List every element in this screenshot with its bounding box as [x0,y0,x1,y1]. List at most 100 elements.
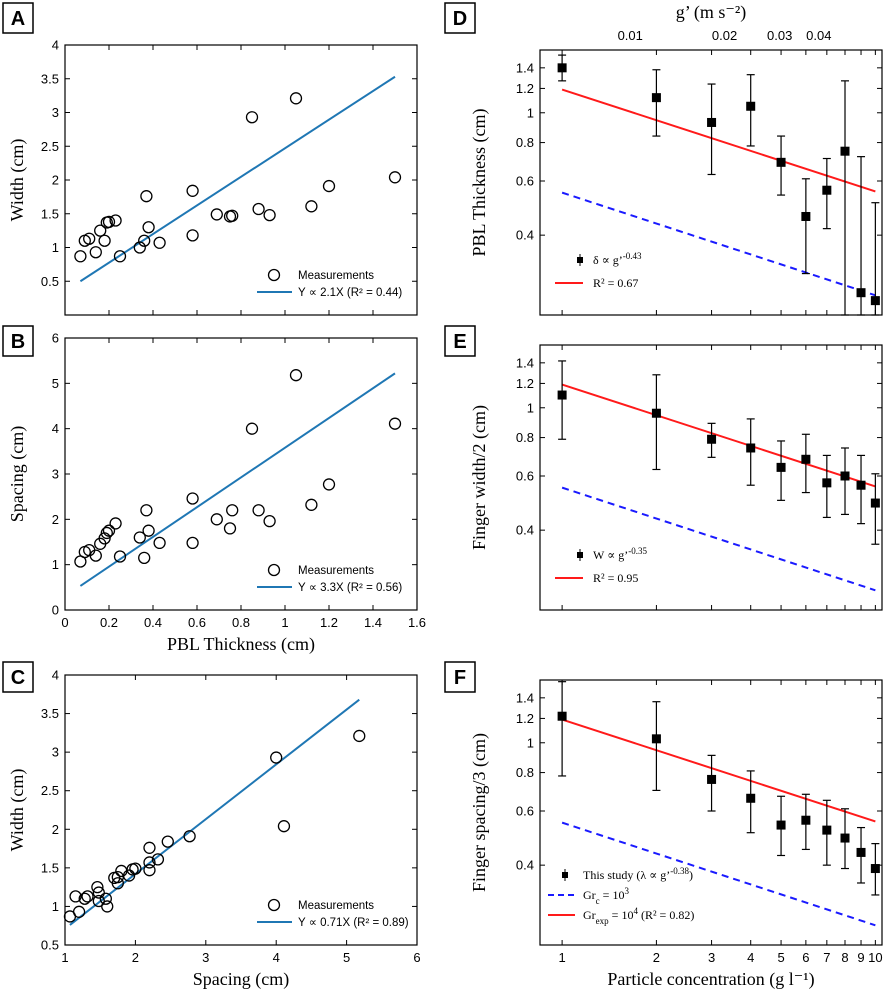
svg-text:F: F [454,667,466,689]
legend-marker [267,563,281,577]
y-tick-label: 1 [52,899,59,914]
data-point [226,504,239,517]
x-axis-label: Spacing (cm) [193,969,289,990]
data-point [143,864,156,877]
chart-panel-a: 0.5 1 1.5 2 2.5 3 3.5 4 Width (cm) Measurements Y … [7,38,418,316]
data-point [151,853,165,866]
data-point [226,209,239,222]
plot-area-frame [64,674,418,946]
panel-letter-a: A [2,2,34,34]
legend-marker-label: Measurements [298,270,374,282]
x-tick-label: 1.6 [408,615,426,630]
legend-line-label: Grexp = 104 (R² = 0.82) [583,906,694,926]
data-point [101,900,114,913]
fit-line [69,698,360,926]
x-tick-label: 7 [823,950,830,965]
data-point [245,422,259,435]
data-point [801,815,811,825]
legend-marker [577,257,583,263]
data-point [263,208,276,222]
data-point [289,92,303,105]
data-point [210,208,223,221]
y-tick-label: 1.4 [516,355,534,370]
data-point [74,250,87,263]
y-tick-label: 1 [52,557,59,572]
top-tick-label: 0.03 [767,28,792,43]
y-tick-label: 0.5 [41,274,59,289]
y-tick-label: 0.6 [516,173,534,188]
data-point [89,246,102,259]
legend-marker [267,898,281,912]
y-tick-label: 0.6 [516,803,534,818]
data-point [78,892,91,905]
y-tick-label: 1 [527,105,534,120]
x-tick-label: 5 [777,950,784,965]
y-tick-label: 0.4 [516,858,534,873]
data-point [289,369,303,382]
x-tick-label: 1 [558,950,565,965]
svg-text:D: D [453,8,467,30]
legend-marker-exponent: -0.35 [628,546,647,556]
data-point [142,221,155,234]
data-point [388,417,402,430]
y-axis-label: Finger width/2 (cm) [469,405,490,550]
legend-marker-end: ) [689,868,693,882]
x-tick-label: 0.2 [100,615,118,630]
svg-text:B: B [11,331,25,353]
panel-letter-f: F [444,661,476,693]
data-point [102,215,116,229]
y-tick-label: 6 [52,331,59,346]
legend-line-eq: = 10 [609,908,634,922]
data-point [99,892,112,905]
data-point [856,480,866,490]
data-point [776,462,786,472]
x-tick-label: 3 [708,950,715,965]
legend-line-text: Gr [583,908,596,922]
svg-text:C: C [11,667,25,689]
legend-gr-text: Gr [583,888,596,902]
data-point [91,880,104,894]
x-tick-label: 1.4 [364,615,382,630]
data-point [183,830,196,843]
gr-critical-line [561,486,876,592]
x-tick-label: 2 [653,950,660,965]
y-tick-label: 1.4 [516,690,534,705]
fit-line [79,372,396,587]
data-point [840,833,850,843]
y-tick-label: 0.5 [41,938,59,953]
x-tick-label: 0.4 [144,615,162,630]
data-point [856,288,866,298]
data-point [89,549,102,562]
x-tick-label: 1 [61,950,68,965]
svg-text:A: A [11,8,25,30]
y-axis-label: PBL Thickness (cm) [469,109,490,257]
x-tick-label: 4 [273,950,280,965]
legend-marker-label: Measurements [298,900,374,912]
legend-marker-exponent: -0.43 [623,251,642,261]
panel-letter-e: E [444,325,476,357]
data-point [322,478,336,491]
data-point [801,211,811,221]
legend-marker-label: This study (λ ∝ g’-0.38) [583,866,693,882]
y-tick-label: 1.5 [41,860,59,875]
data-point [856,847,866,857]
plot-area-frame [539,344,883,611]
top-tick-label: 0.01 [618,28,643,43]
y-tick-label: 3 [52,467,59,482]
x-tick-label: 3 [202,950,209,965]
y-tick-label: 0.4 [516,523,534,538]
data-point [263,514,276,528]
y-tick-label: 2 [52,822,59,837]
data-point [83,232,96,245]
data-point [81,890,94,903]
y-tick-label: 2 [52,512,59,527]
legend-marker-text: δ ∝ g’ [593,253,623,267]
y-tick-label: 1 [527,400,534,415]
data-point [122,869,136,882]
chart-panel-b: 0 0.2 0.4 0.6 0.8 1 1.2 1.4 1.6 0 1 2 3 4 5 6 Spacing (c… [7,331,426,656]
data-point [557,390,567,400]
data-point [143,841,156,854]
y-axis-label: Spacing (cm) [7,426,28,522]
y-tick-label: 2.5 [41,139,59,154]
data-point [143,856,156,869]
